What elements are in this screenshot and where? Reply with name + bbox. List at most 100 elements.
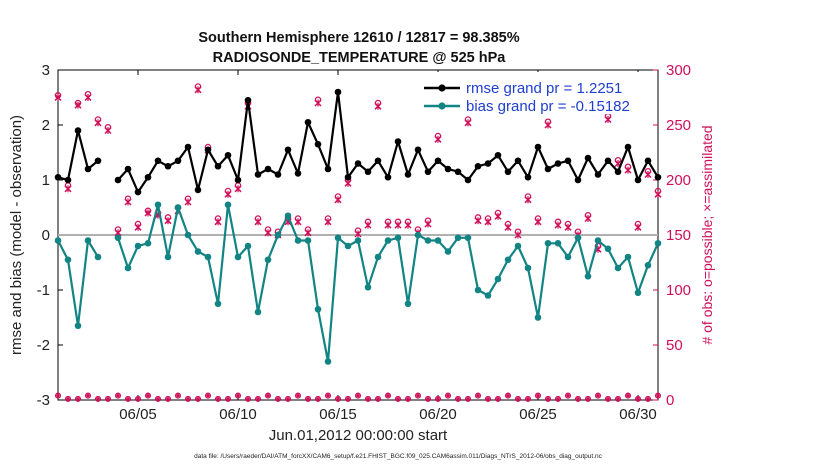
rmse-point	[84, 165, 92, 173]
rmse-point	[184, 143, 192, 151]
bias-point	[304, 237, 312, 244]
legend: rmse grand pr = 1.2251 bias grand pr = -…	[420, 72, 656, 115]
obs-zero-possible-marker	[534, 392, 542, 399]
obs-zero-possible-marker	[374, 395, 382, 402]
bias-point	[584, 272, 592, 280]
y-tick-label: 0	[42, 227, 50, 244]
obs-assimilated-marker	[544, 121, 552, 129]
rmse-point	[544, 165, 552, 173]
obs-assimilated-marker	[224, 190, 232, 198]
x-tick-label: 06/15	[319, 406, 357, 423]
obs-assimilated-marker	[494, 212, 502, 220]
obs-zero-possible-marker	[464, 395, 472, 402]
obs-assimilated-marker	[434, 135, 442, 143]
legend-bias-label: bias grand pr = -0.15182	[466, 98, 630, 115]
bias-point	[644, 261, 652, 269]
obs-assimilated-marker	[294, 218, 302, 226]
obs-assimilated-marker	[394, 221, 402, 229]
bias-point	[524, 264, 532, 272]
obs-zero-assimilated-marker	[86, 394, 90, 398]
bias-point	[614, 264, 622, 272]
obs-assimilated-marker	[234, 185, 242, 193]
obs-zero-possible-marker	[424, 395, 432, 402]
rmse-point	[524, 173, 532, 181]
bias-point	[84, 237, 92, 244]
obs-assimilated-marker	[424, 220, 432, 228]
rmse-point	[294, 170, 302, 177]
obs-zero-assimilated-marker	[186, 397, 190, 401]
rmse-point	[154, 157, 162, 165]
rmse-point	[474, 162, 482, 170]
bias-point	[504, 256, 512, 264]
rmse-point	[94, 157, 102, 165]
bias-point	[604, 245, 612, 253]
obs-zero-possible-marker	[614, 395, 622, 402]
obs-assimilated-marker	[74, 101, 82, 109]
y-right-tick-label: 300	[666, 62, 691, 79]
obs-zero-assimilated-marker	[616, 397, 620, 401]
obs-assimilated-marker	[504, 223, 512, 231]
legend-rmse-marker	[438, 84, 446, 92]
x-tick-label: 06/25	[519, 406, 557, 423]
obs-assimilated-marker	[554, 221, 562, 229]
obs-zero-possible-marker	[94, 395, 102, 402]
obs-zero-assimilated-marker	[536, 394, 540, 398]
rmse-point	[634, 176, 642, 184]
bias-point	[624, 253, 632, 261]
bias-point	[334, 234, 342, 242]
y-axis-right-label: # of obs: o=possible; ×=assimilated	[699, 125, 715, 344]
obs-zero-assimilated-marker	[76, 397, 80, 401]
rmse-point	[444, 165, 452, 173]
rmse-point	[164, 162, 172, 170]
bias-point	[324, 358, 332, 365]
bias-point	[264, 256, 272, 264]
rmse-point	[534, 143, 542, 151]
obs-zero-assimilated-marker	[406, 397, 410, 401]
obs-zero-possible-marker	[334, 395, 342, 402]
bias-point	[654, 239, 662, 247]
rmse-point	[334, 88, 342, 96]
bias-point	[204, 253, 212, 261]
y-axis-right: 0 50 100 150 200 250 300	[653, 62, 691, 409]
obs-zero-assimilated-marker	[636, 397, 640, 401]
bias-point	[414, 231, 422, 239]
obs-zero-possible-marker	[654, 392, 662, 399]
obs-assimilated-marker	[104, 126, 112, 135]
obs-zero-assimilated-marker	[296, 394, 300, 398]
obs-zero-assimilated-marker	[336, 397, 340, 401]
bias-point	[94, 253, 102, 261]
obs-assimilated-marker	[354, 230, 362, 238]
bias-point	[394, 234, 402, 242]
rmse-point	[244, 96, 252, 104]
y-tick-label: 3	[42, 62, 50, 79]
bias-point	[244, 242, 252, 250]
rmse-point	[404, 171, 412, 178]
obs-zero-possible-marker	[314, 395, 322, 402]
obs-zero-assimilated-marker	[276, 397, 280, 401]
rmse-point	[134, 188, 142, 196]
rmse-point	[574, 176, 582, 184]
obs-zero-possible-marker	[634, 395, 642, 402]
rmse-point	[144, 173, 152, 181]
obs-zero-possible-marker	[624, 392, 632, 399]
obs-zero-assimilated-marker	[266, 394, 270, 398]
obs-zero-assimilated-marker	[106, 397, 110, 401]
obs-zero-possible-marker	[394, 395, 402, 402]
obs-zero-assimilated-marker	[136, 397, 140, 401]
legend-rmse-label: rmse grand pr = 1.2251	[466, 80, 622, 97]
chart-title: Southern Hemisphere 12610 / 12817 = 98.3…	[198, 30, 519, 46]
obs-assimilated-marker	[604, 115, 612, 124]
obs-zero-assimilated-marker	[366, 397, 370, 401]
obs-assimilated-marker	[124, 198, 132, 206]
obs-zero-assimilated-marker	[306, 397, 310, 401]
obs-zero-assimilated-marker	[196, 397, 200, 401]
obs-zero-assimilated-marker	[226, 397, 230, 401]
obs-zero-assimilated-marker	[316, 397, 320, 401]
obs-zero-possible-marker	[284, 395, 292, 402]
obs-assimilated-marker	[134, 223, 142, 231]
bias-point	[134, 242, 142, 250]
obs-assimilated-marker	[384, 221, 392, 229]
obs-zero-assimilated-marker	[546, 397, 550, 401]
obs-assimilated-marker	[324, 218, 332, 226]
rmse-point	[284, 146, 292, 154]
